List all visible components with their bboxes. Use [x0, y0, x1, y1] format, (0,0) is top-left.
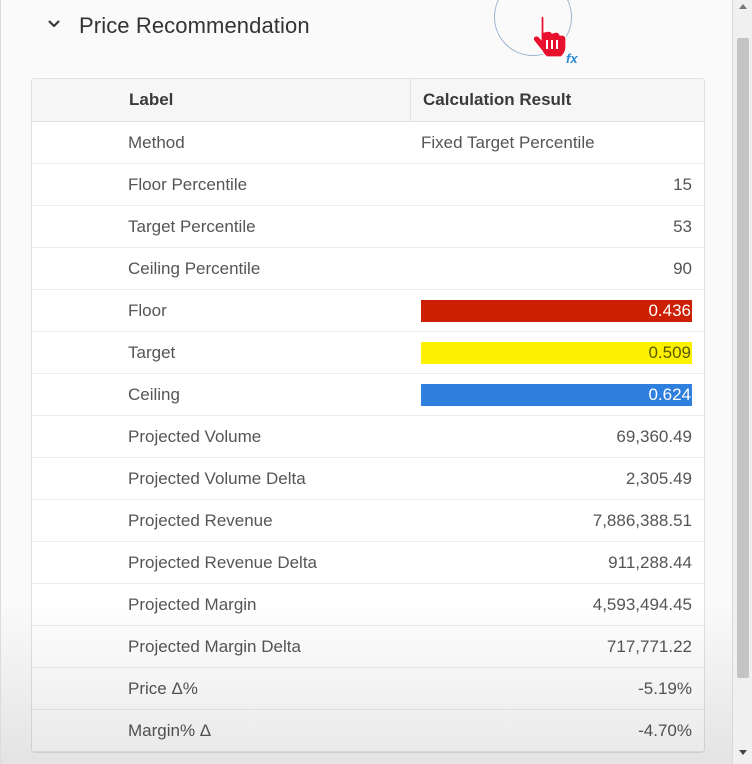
row-label: Target Percentile — [128, 217, 256, 236]
row-value-highlighted: 0.436 — [421, 300, 692, 322]
section-header[interactable]: Price Recommendation — [1, 0, 733, 56]
row-label: Price Δ% — [128, 679, 198, 698]
price-recommendation-panel: Price Recommendation Label Calculation R… — [0, 0, 733, 764]
table-row[interactable]: Projected Margin Delta 717,771.22 — [32, 626, 704, 668]
row-value: 2,305.49 — [625, 469, 692, 488]
table-header: Label Calculation Result — [32, 79, 704, 122]
row-value: -5.19% — [638, 679, 692, 698]
table-row[interactable]: Projected Revenue Delta 911,288.44 — [32, 542, 704, 584]
row-value: 4,593,494.45 — [592, 595, 692, 614]
row-label: Ceiling Percentile — [128, 259, 261, 278]
scroll-down-arrow-icon[interactable] — [739, 750, 747, 755]
row-value: 53 — [673, 217, 692, 236]
row-label: Projected Margin — [128, 595, 257, 614]
row-value: 7,886,388.51 — [592, 511, 692, 530]
row-value: -4.70% — [638, 721, 692, 740]
table-row[interactable]: Target 0.509 — [32, 332, 704, 374]
table-row[interactable]: Target Percentile 53 — [32, 206, 704, 248]
row-value-highlighted: 0.624 — [421, 384, 692, 406]
row-label: Floor — [128, 301, 167, 320]
row-value: 15 — [673, 175, 692, 194]
row-label: Projected Revenue — [128, 511, 273, 530]
row-label: Margin% Δ — [128, 721, 212, 740]
scroll-up-arrow-icon[interactable] — [739, 4, 747, 9]
row-label: Projected Volume — [128, 427, 262, 446]
column-divider[interactable] — [410, 79, 411, 121]
row-label: Projected Revenue Delta — [128, 553, 318, 572]
table-row[interactable]: Price Δ% -5.19% — [32, 668, 704, 710]
table-row[interactable]: Floor 0.436 — [32, 290, 704, 332]
table-row[interactable]: Projected Volume Delta 2,305.49 — [32, 458, 704, 500]
hand-pointer-icon — [531, 14, 567, 63]
row-label: Target — [128, 343, 176, 362]
row-value: 69,360.49 — [616, 427, 692, 446]
table-body: Method Fixed Target Percentile Floor Perce… — [32, 122, 704, 752]
row-value: Fixed Target Percentile — [421, 133, 595, 152]
table-row[interactable]: Ceiling Percentile 90 — [32, 248, 704, 290]
table-row[interactable]: Method Fixed Target Percentile — [32, 122, 704, 164]
table-row[interactable]: Projected Volume 69,360.49 — [32, 416, 704, 458]
table-row[interactable]: Projected Margin 4,593,494.45 — [32, 584, 704, 626]
table-row[interactable]: Margin% Δ -4.70% — [32, 710, 704, 752]
fx-badge-icon: fx — [566, 51, 578, 66]
table-row[interactable]: Floor Percentile 15 — [32, 164, 704, 206]
row-label: Method — [128, 133, 185, 152]
vertical-scrollbar[interactable] — [732, 0, 752, 764]
row-label: Ceiling — [128, 385, 180, 404]
column-header-label[interactable]: Label — [129, 90, 174, 109]
row-value: 90 — [673, 259, 692, 278]
row-value: 717,771.22 — [606, 637, 692, 656]
row-value-highlighted: 0.509 — [421, 342, 692, 364]
table-row[interactable]: Projected Revenue 7,886,388.51 — [32, 500, 704, 542]
chevron-down-icon[interactable] — [47, 17, 61, 31]
column-header-result[interactable]: Calculation Result — [423, 90, 572, 109]
row-label: Projected Volume Delta — [128, 469, 306, 488]
section-title: Price Recommendation — [79, 13, 310, 38]
table-row[interactable]: Ceiling 0.624 — [32, 374, 704, 416]
row-label: Floor Percentile — [128, 175, 248, 194]
scrollbar-thumb[interactable] — [737, 38, 749, 678]
row-label: Projected Margin Delta — [128, 637, 301, 656]
row-value: 911,288.44 — [608, 553, 692, 572]
calculation-table: Label Calculation Result Method Fixed Tar… — [31, 78, 705, 753]
